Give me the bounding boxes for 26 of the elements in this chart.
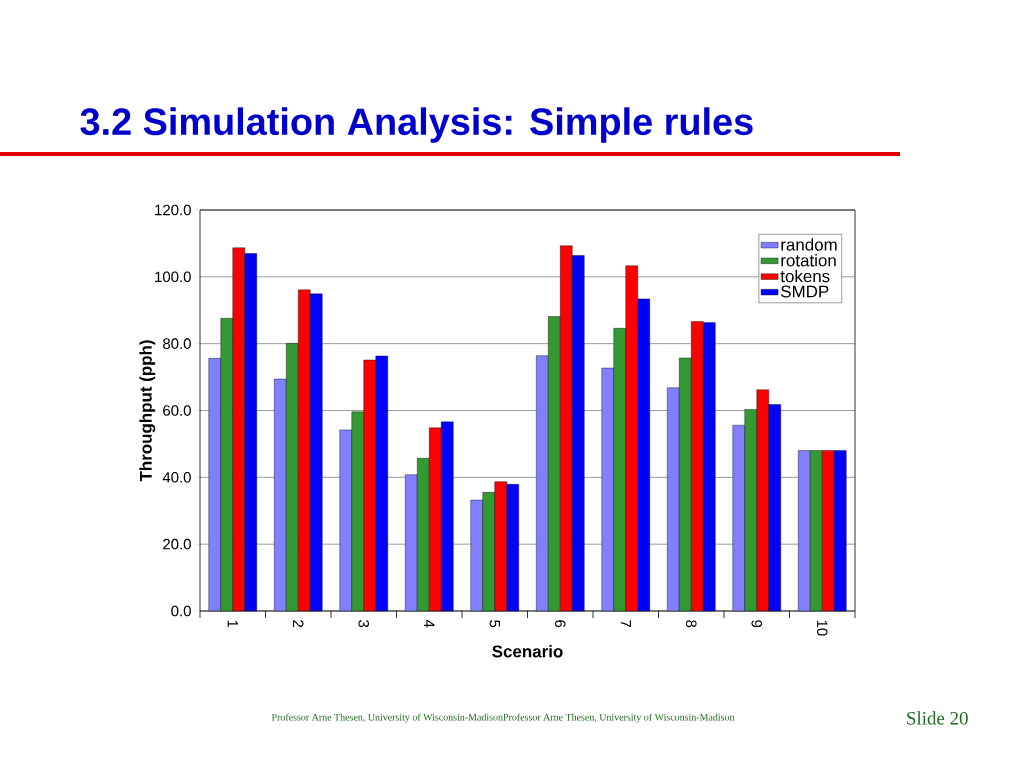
legend-label: tokens bbox=[780, 269, 830, 283]
x-tick-label: 5 bbox=[489, 620, 500, 628]
legend-label: random bbox=[781, 238, 837, 251]
chart-title: 3.2 Simulation Analysis: Simple rules bbox=[80, 107, 753, 143]
x-tick-label: 1 bbox=[227, 620, 238, 628]
x-tick-label: 8 bbox=[685, 620, 697, 628]
y-tick-label: 60.0 bbox=[163, 405, 191, 416]
y-tick-label: 120.0 bbox=[155, 204, 191, 216]
x-tick-label: 9 bbox=[751, 620, 763, 628]
x-axis-title: Scenario bbox=[492, 644, 563, 658]
text: Slide 20 bbox=[907, 711, 968, 725]
y-tick-label: 0.0 bbox=[171, 605, 191, 617]
y-axis-title: Throughput (pph) bbox=[139, 340, 156, 482]
y-tick-label: 100.0 bbox=[155, 271, 191, 283]
y-tick-label: 20.0 bbox=[163, 538, 191, 550]
x-tick-label: 3 bbox=[358, 620, 370, 628]
x-tick-label: 2 bbox=[293, 620, 304, 628]
x-tick-label: 6 bbox=[554, 620, 566, 628]
text: Professor Arne Thesen, University of Wisconsin-MadisonProfessor Arne Thesen, University of Wisconsin-Madison bbox=[271, 713, 735, 723]
x-tick-label: 7 bbox=[620, 620, 631, 628]
x-tick-label: 10 bbox=[816, 620, 828, 636]
x-tick-label: 4 bbox=[424, 619, 435, 628]
legend-label: SMDP bbox=[781, 285, 829, 298]
y-tick-label: 80.0 bbox=[163, 338, 191, 349]
y-tick-label: 40.0 bbox=[162, 472, 191, 483]
legend-label: rotation bbox=[781, 254, 836, 267]
